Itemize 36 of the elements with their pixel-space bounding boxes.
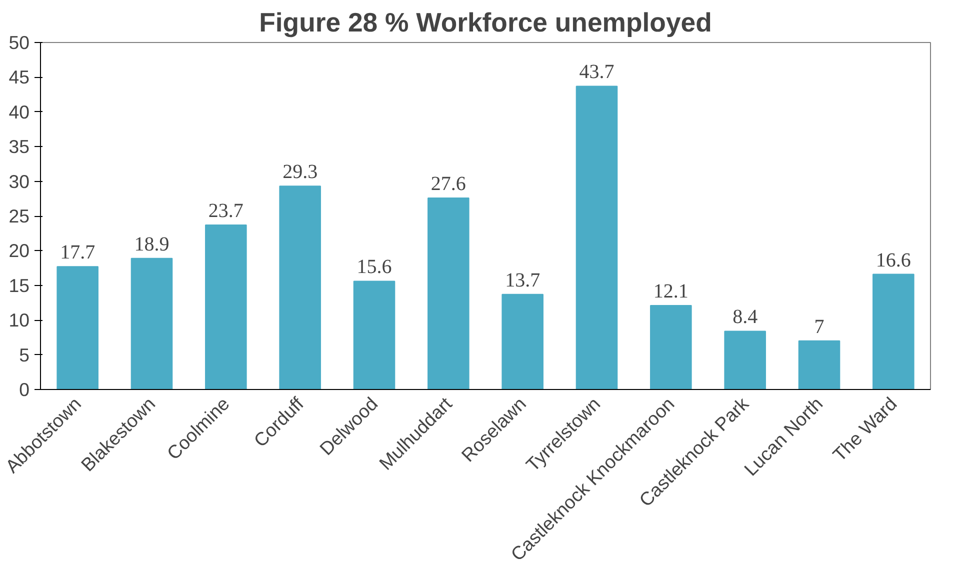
bar: [56, 266, 98, 390]
bar: [353, 280, 396, 390]
data-label: 7: [814, 316, 824, 338]
y-tick-label: 45: [8, 66, 30, 88]
bar: [279, 186, 321, 390]
bar: [650, 305, 692, 390]
data-label: 12.1: [653, 280, 688, 303]
data-label: 15.6: [356, 256, 392, 278]
bar: [798, 340, 840, 390]
data-label: 17.7: [60, 242, 96, 264]
y-tick-label: 35: [8, 136, 30, 158]
y-tick-label: 10: [8, 310, 30, 331]
bar: [576, 86, 618, 390]
y-tick-label: 30: [8, 170, 30, 192]
y-tick-label: 20: [8, 240, 30, 262]
data-label: 13.7: [505, 269, 540, 292]
data-label: 16.6: [876, 249, 911, 272]
bar: [872, 274, 914, 390]
data-label: 29.3: [282, 161, 318, 184]
bar: [205, 224, 247, 390]
y-tick-label: 50: [8, 32, 30, 53]
bar: [130, 258, 173, 390]
bar: [724, 330, 766, 390]
y-tick-label: 40: [8, 101, 30, 122]
data-label: 18.9: [134, 233, 170, 256]
data-label: 43.7: [579, 61, 614, 84]
y-tick-label: 25: [8, 206, 30, 226]
data-label: 23.7: [208, 200, 244, 222]
y-tick-label: 5: [19, 344, 30, 366]
data-label: 8.4: [732, 306, 758, 328]
bar: [502, 294, 544, 390]
y-tick-label: 15: [8, 274, 30, 296]
chart-title: Figure 28 % Workforce unemployed: [259, 8, 712, 38]
data-label: 27.6: [430, 172, 466, 195]
y-tick-label: 0: [19, 379, 30, 400]
bar: [428, 197, 470, 390]
